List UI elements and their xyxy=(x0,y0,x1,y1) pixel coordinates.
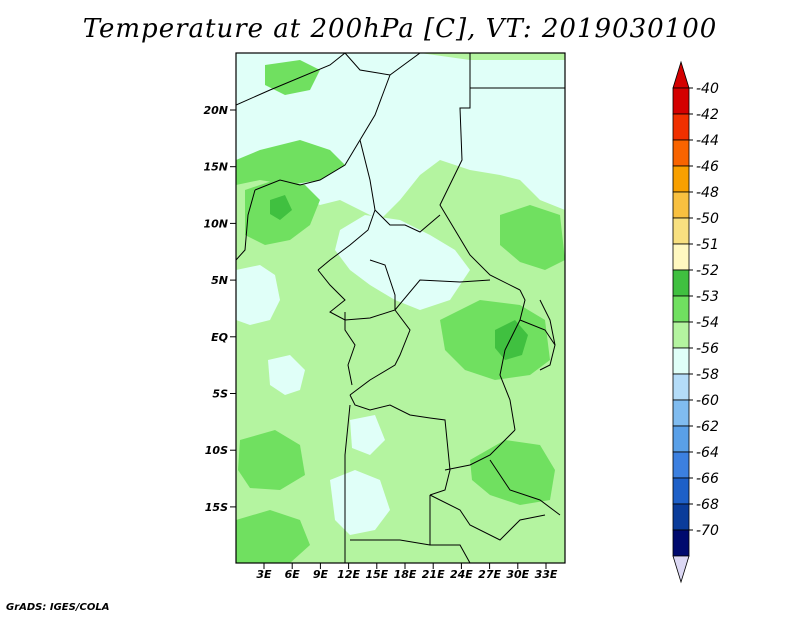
lat-tick-label: 10S xyxy=(205,444,228,457)
warm-region-southwest xyxy=(238,430,305,490)
colorbar-swatch xyxy=(672,243,690,271)
colorbar-swatch xyxy=(672,191,690,219)
map-frame xyxy=(235,52,566,564)
colorbar-swatch xyxy=(672,347,690,375)
lon-tick-label: 30E xyxy=(506,568,529,581)
chart-title: Temperature at 200hPa [C], VT: 201903010… xyxy=(82,14,718,44)
colorbar-label: -56 xyxy=(696,341,719,357)
lat-tick-label: 20N xyxy=(203,104,228,117)
warm-region-lower xyxy=(236,510,310,563)
lat-tick-label: 5N xyxy=(211,274,228,287)
lon-tick-label: 3E xyxy=(256,568,272,581)
colorbar-swatch xyxy=(672,477,690,505)
colorbar-label: -42 xyxy=(696,107,719,123)
colorbar-swatch xyxy=(672,139,690,167)
warm-region-southeast xyxy=(470,440,555,505)
colorbar-label: -60 xyxy=(696,393,719,409)
lon-tick-label: 21E xyxy=(422,568,445,581)
lon-tick-label: 15E xyxy=(365,568,388,581)
lat-tick-label: 15N xyxy=(203,161,228,174)
colorbar-swatch xyxy=(672,451,690,479)
lat-tick-label: 15S xyxy=(205,501,228,514)
colorbar-swatch xyxy=(672,269,690,297)
lon-tick-label: 12E xyxy=(337,568,360,581)
colorbar-label: -50 xyxy=(696,211,719,227)
colorbar-swatch xyxy=(672,87,690,115)
colorbar-swatch xyxy=(672,399,690,427)
cold-region-central xyxy=(335,215,470,310)
cold-region-west xyxy=(236,265,280,325)
colorbar-label: -66 xyxy=(696,471,719,487)
colorbar-label: -58 xyxy=(696,367,719,383)
warm-region-east xyxy=(500,205,565,270)
colorbar-swatch xyxy=(672,165,690,193)
lat-tick-label: EQ xyxy=(211,331,228,344)
lat-tick-label: 5S xyxy=(212,388,228,401)
grads-credit: GrADS: IGES/COLA xyxy=(6,602,110,613)
colorbar-label: -46 xyxy=(696,159,719,175)
colorbar-label: -52 xyxy=(696,263,719,279)
latitude-axis: 20N 15N 10N 5N EQ 5S 10S 15S xyxy=(203,104,236,514)
cold-region-southwest xyxy=(268,355,305,395)
lon-tick-label: 6E xyxy=(285,568,301,581)
colorbar-swatch xyxy=(672,529,690,557)
colorbar-swatch xyxy=(672,113,690,141)
warmest-spot-west xyxy=(270,195,292,220)
colorbar-label: -51 xyxy=(696,237,719,253)
colorbar-label: -44 xyxy=(696,133,719,149)
lon-tick-label: 9E xyxy=(313,568,329,581)
colorbar-label: -64 xyxy=(696,445,719,461)
temperature-field xyxy=(236,53,565,563)
colorbar-swatch xyxy=(672,217,690,245)
colorbar-label: -53 xyxy=(696,289,719,305)
colorbar-top-arrow xyxy=(672,60,690,89)
lat-tick-label: 10N xyxy=(203,217,228,230)
colorbar-swatch xyxy=(672,295,690,323)
colorbar-label: -62 xyxy=(696,419,719,435)
colorbar-label: -70 xyxy=(696,523,719,539)
warmest-spot-lakes xyxy=(495,320,528,360)
colorbar-swatch xyxy=(672,321,690,349)
cold-region-southcentral xyxy=(350,415,385,455)
longitude-axis: 3E 6E 9E 12E 15E 18E 21E 24E 27E 30E 33E xyxy=(256,563,558,581)
lon-tick-label: 27E xyxy=(478,568,501,581)
lon-tick-label: 24E xyxy=(450,568,473,581)
warm-region-northcentral xyxy=(236,140,345,185)
colorbar: -40 -42 -44 -46 -48 -50 -51 -52 -53 -54 -56 -58 -60 -… xyxy=(672,60,719,584)
colorbar-label: -68 xyxy=(696,497,719,513)
colorbar-swatch xyxy=(672,425,690,453)
lon-tick-label: 33E xyxy=(535,568,558,581)
colorbar-swatch xyxy=(672,373,690,401)
colorbar-label: -40 xyxy=(696,81,719,97)
lon-tick-label: 18E xyxy=(394,568,417,581)
colorbar-label: -48 xyxy=(696,185,719,201)
colorbar-swatch xyxy=(672,503,690,531)
colorbar-label: -54 xyxy=(696,315,719,331)
colorbar-bottom-arrow xyxy=(672,555,690,584)
country-borders xyxy=(236,53,565,563)
